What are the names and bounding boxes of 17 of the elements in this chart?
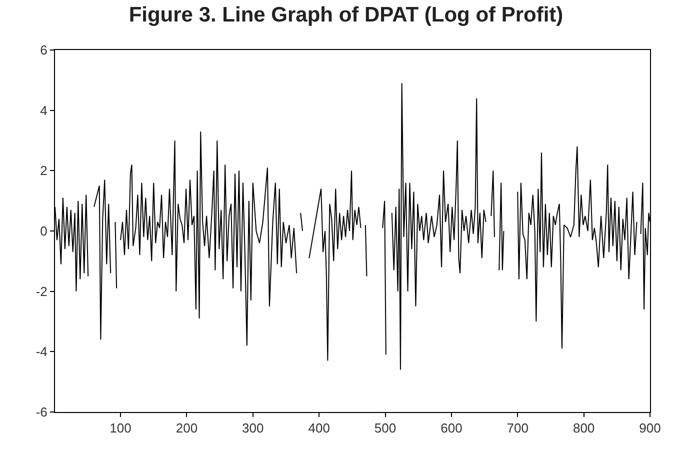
x-tick-label: 100 bbox=[110, 420, 132, 436]
y-tick-label: 4 bbox=[40, 102, 48, 118]
y-tick-label: 2 bbox=[40, 163, 48, 178]
x-tick-label: 200 bbox=[176, 420, 198, 436]
x-tick-label: 900 bbox=[639, 420, 661, 436]
x-tick-label: 600 bbox=[440, 420, 462, 436]
y-tick-label: 6 bbox=[40, 42, 48, 58]
x-tick-label: 300 bbox=[242, 420, 264, 436]
x-tick-label: 800 bbox=[572, 420, 595, 436]
y-tick-label: -4 bbox=[36, 344, 48, 360]
x-tick-label: 700 bbox=[506, 420, 528, 436]
y-tick-label: -6 bbox=[36, 404, 48, 420]
y-tick-label: 0 bbox=[40, 224, 48, 239]
x-tick-label: 500 bbox=[374, 420, 396, 436]
chart-title: Figure 3. Line Graph of DPAT (Log of Profit) bbox=[128, 3, 564, 26]
x-tick-label: 400 bbox=[308, 420, 330, 436]
y-tick-label: -2 bbox=[36, 284, 48, 299]
